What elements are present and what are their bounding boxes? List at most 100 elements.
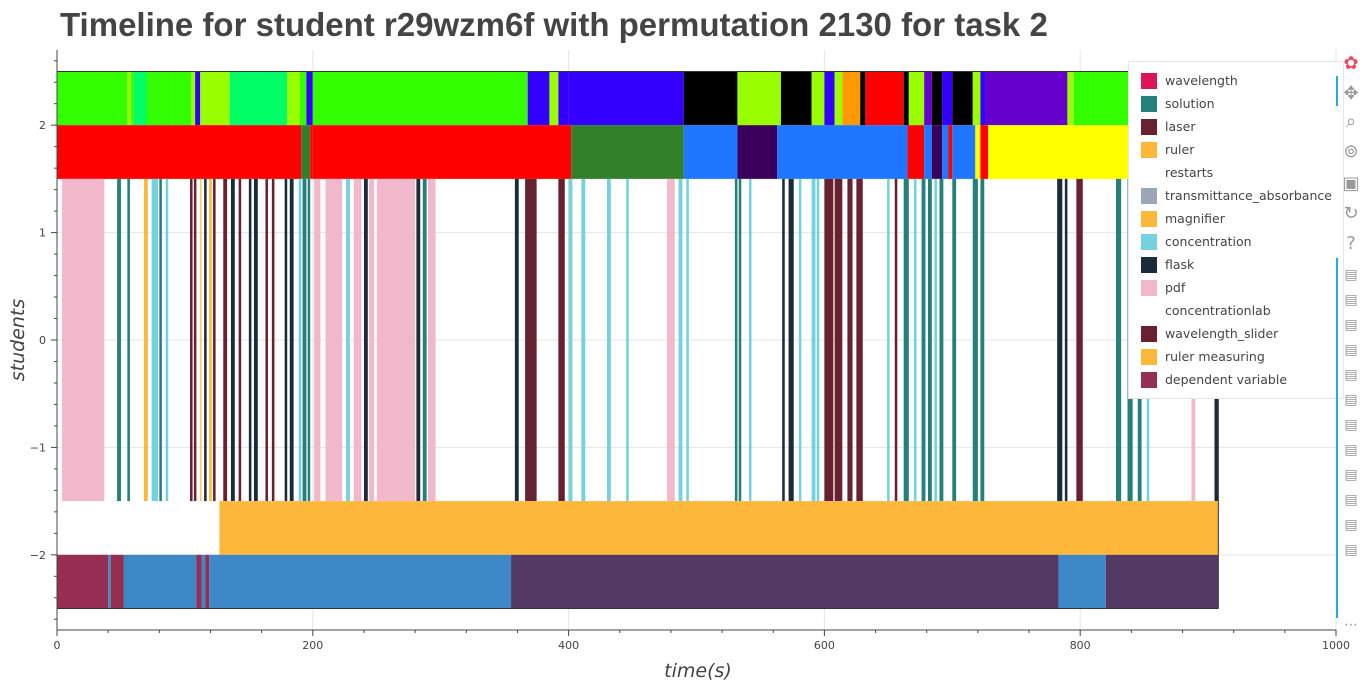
hover-icon[interactable]: ▤ — [1344, 542, 1358, 558]
timeline-segment[interactable] — [310, 125, 313, 179]
timeline-segment[interactable] — [346, 178, 350, 502]
timeline-segment[interactable] — [811, 71, 825, 126]
timeline-segment[interactable] — [834, 71, 843, 126]
timeline-segment[interactable] — [1067, 71, 1074, 126]
timeline-segment[interactable] — [816, 178, 820, 502]
legend-item[interactable]: dependent variable — [1141, 368, 1343, 391]
timeline-bars[interactable] — [57, 70, 1219, 610]
timeline-segment[interactable] — [734, 178, 738, 502]
timeline-segment[interactable] — [834, 178, 843, 502]
timeline-segment[interactable] — [558, 178, 565, 502]
timeline-segment[interactable] — [363, 178, 368, 502]
timeline-segment[interactable] — [193, 178, 197, 502]
timeline-segment[interactable] — [924, 125, 932, 179]
timeline-segment[interactable] — [811, 178, 816, 502]
timeline-segment[interactable] — [159, 178, 162, 502]
timeline-segment[interactable] — [209, 554, 512, 609]
timeline-segment[interactable] — [903, 71, 909, 126]
hover-icon[interactable]: ▤ — [1344, 517, 1358, 533]
timeline-segment[interactable] — [127, 178, 130, 502]
timeline-segment[interactable] — [117, 178, 121, 502]
timeline-segment[interactable] — [908, 71, 925, 126]
timeline-segment[interactable] — [271, 178, 275, 502]
timeline-segment[interactable] — [927, 178, 932, 502]
timeline-segment[interactable] — [165, 178, 169, 502]
timeline-segment[interactable] — [62, 178, 105, 502]
legend-item[interactable]: ruler measuring — [1141, 345, 1343, 368]
hover-icon[interactable]: ▤ — [1344, 267, 1358, 283]
timeline-segment[interactable] — [525, 178, 537, 502]
timeline-segment[interactable] — [1057, 178, 1063, 502]
timeline-segment[interactable] — [306, 71, 313, 126]
timeline-segment[interactable] — [219, 501, 1219, 555]
bokeh-logo-icon[interactable]: ✿ — [1343, 52, 1359, 74]
timeline-segment[interactable] — [568, 71, 684, 126]
timeline-segment[interactable] — [253, 178, 258, 502]
timeline-segment[interactable] — [151, 178, 159, 502]
timeline-segment[interactable] — [1116, 178, 1122, 502]
timeline-segment[interactable] — [856, 178, 863, 502]
timeline-segment[interactable] — [200, 178, 202, 502]
timeline-segment[interactable] — [284, 178, 288, 502]
timeline-segment[interactable] — [298, 178, 302, 502]
timeline-segment[interactable] — [907, 125, 925, 179]
timeline-segment[interactable] — [514, 178, 519, 502]
timeline-segment[interactable] — [686, 178, 689, 502]
legend-item[interactable]: ruler — [1141, 138, 1343, 161]
timeline-segment[interactable] — [985, 71, 1068, 126]
timeline-segment[interactable] — [683, 71, 738, 126]
save-icon[interactable]: ▣ — [1342, 172, 1360, 194]
timeline-segment[interactable] — [223, 178, 228, 502]
timeline-segment[interactable] — [201, 554, 206, 609]
reset-icon[interactable]: ↻ — [1343, 202, 1359, 224]
pan-icon[interactable]: ✥ — [1343, 82, 1359, 104]
timeline-segment[interactable] — [934, 178, 937, 502]
timeline-segment[interactable] — [738, 178, 742, 502]
timeline-segment[interactable] — [110, 554, 124, 609]
timeline-segment[interactable] — [108, 554, 111, 609]
timeline-segment[interactable] — [777, 125, 908, 179]
legend-item[interactable]: wavelength — [1141, 69, 1343, 92]
timeline-segment[interactable] — [416, 178, 421, 502]
hover-icon[interactable]: ▤ — [1344, 317, 1358, 333]
timeline-segment[interactable] — [57, 125, 302, 179]
hover-icon[interactable]: ▤ — [1344, 442, 1358, 458]
timeline-segment[interactable] — [238, 178, 242, 502]
legend-item[interactable]: concentrationlab — [1141, 299, 1343, 322]
timeline-segment[interactable] — [939, 178, 944, 502]
timeline-segment[interactable] — [931, 71, 943, 126]
timeline-segment[interactable] — [57, 554, 109, 609]
help-icon[interactable]: ? — [1346, 232, 1356, 254]
legend-item[interactable]: solution — [1141, 92, 1343, 115]
timeline-segment[interactable] — [511, 554, 1059, 609]
timeline-segment[interactable] — [667, 178, 675, 502]
box-zoom-icon[interactable]: ⌕ — [1345, 110, 1357, 132]
timeline-segment[interactable] — [1105, 554, 1219, 609]
timeline-segment[interactable] — [204, 178, 207, 502]
wheel-zoom-icon[interactable]: ⊚ — [1343, 140, 1359, 162]
legend-item[interactable]: wavelength_slider — [1141, 322, 1343, 345]
hover-icon[interactable]: ▤ — [1344, 342, 1358, 358]
timeline-segment[interactable] — [230, 178, 235, 502]
timeline-segment[interactable] — [972, 178, 978, 502]
legend-item[interactable]: laser — [1141, 115, 1343, 138]
timeline-segment[interactable] — [921, 178, 926, 502]
timeline-segment[interactable] — [143, 178, 148, 502]
timeline-segment[interactable] — [980, 125, 989, 179]
timeline-segment[interactable] — [312, 71, 528, 126]
timeline-segment[interactable] — [975, 125, 981, 179]
timeline-segment[interactable] — [952, 71, 973, 126]
timeline-segment[interactable] — [626, 178, 629, 502]
timeline-segment[interactable] — [942, 71, 953, 126]
timeline-segment[interactable] — [980, 178, 985, 502]
timeline-segment[interactable] — [780, 71, 812, 126]
timeline-segment[interactable] — [196, 554, 202, 609]
timeline-segment[interactable] — [558, 71, 569, 126]
timeline-segment[interactable] — [123, 554, 197, 609]
timeline-segment[interactable] — [229, 71, 288, 126]
timeline-segment[interactable] — [942, 125, 949, 179]
timeline-segment[interactable] — [213, 178, 216, 502]
hover-icon[interactable]: ▤ — [1344, 367, 1358, 383]
timeline-segment[interactable] — [824, 178, 834, 502]
timeline-segment[interactable] — [952, 178, 957, 502]
